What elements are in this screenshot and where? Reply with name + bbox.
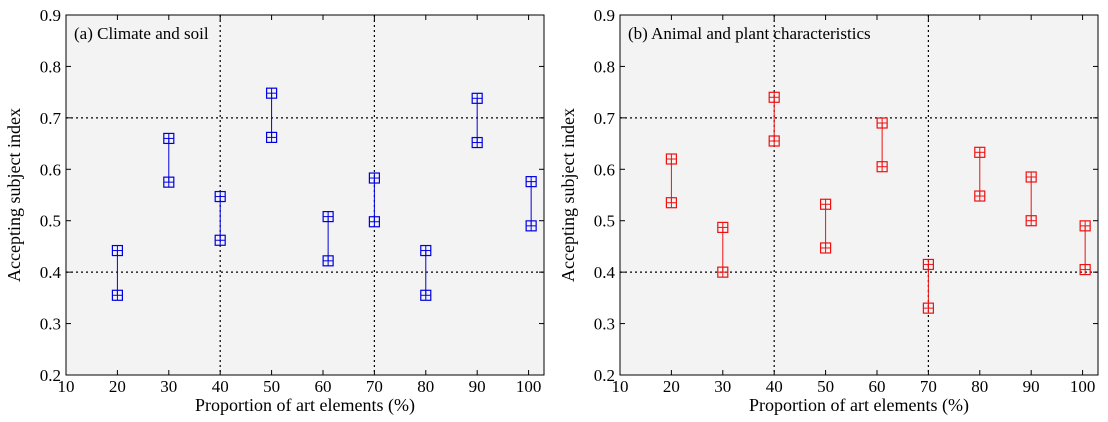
- x-axis-title: Proportion of art elements (%): [195, 395, 415, 416]
- x-tick-label: 90: [469, 377, 486, 396]
- x-tick-label: 80: [417, 377, 434, 396]
- x-tick-label: 100: [1070, 377, 1096, 396]
- plot-area: [620, 15, 1098, 375]
- plot-area: [66, 15, 544, 375]
- x-tick-label: 40: [766, 377, 783, 396]
- y-tick-label: 0.5: [594, 212, 615, 231]
- panel-climate-and-soil: 10 20 30 40 50 60 70 80 90 100 0.2 0.3 0.4 0.5 0.6 0.7 0…: [4, 6, 545, 416]
- x-tick-label: 60: [314, 377, 331, 396]
- x-tick-label: 70: [920, 377, 937, 396]
- y-tick-label: 0.2: [594, 366, 615, 385]
- x-tick-label: 60: [868, 377, 885, 396]
- y-tick-label: 0.4: [594, 263, 616, 282]
- panel-title: (a) Climate and soil: [74, 24, 209, 43]
- x-tick-label: 20: [109, 377, 126, 396]
- x-tick-label: 70: [366, 377, 383, 396]
- x-tick-label: 30: [714, 377, 731, 396]
- y-tick-label: 0.5: [40, 212, 61, 231]
- y-tick-label: 0.7: [594, 109, 616, 128]
- y-tick-label: 0.3: [594, 315, 615, 334]
- y-axis-title: Accepting subject index: [558, 108, 578, 282]
- x-tick-label: 50: [817, 377, 834, 396]
- x-tick-label: 10: [612, 377, 629, 396]
- y-tick-label: 0.7: [40, 109, 62, 128]
- y-tick-label: 0.8: [594, 57, 615, 76]
- y-tick-label: 0.6: [594, 160, 615, 179]
- y-tick-label: 0.6: [40, 160, 61, 179]
- x-tick-label: 20: [663, 377, 680, 396]
- y-tick-label: 0.2: [40, 366, 61, 385]
- axis-frame: [619, 14, 1099, 376]
- x-tick-label: 30: [160, 377, 177, 396]
- panel-title: (b) Animal and plant characteristics: [628, 24, 871, 43]
- x-tick-label: 40: [212, 377, 229, 396]
- y-tick-label: 0.3: [40, 315, 61, 334]
- x-tick-label: 80: [971, 377, 988, 396]
- y-axis-title: Accepting subject index: [4, 108, 24, 282]
- y-tick-label: 0.8: [40, 57, 61, 76]
- axis-frame: [65, 14, 545, 376]
- x-tick-label: 100: [516, 377, 542, 396]
- y-tick-label: 0.9: [40, 6, 61, 25]
- x-tick-label: 10: [58, 377, 75, 396]
- y-tick-label: 0.4: [40, 263, 62, 282]
- panel-animal-and-plant: 10 20 30 40 50 60 70 80 90 100 0.2 0.3 0.4 0.5 0.6 0.7 0…: [558, 6, 1099, 416]
- x-tick-label: 50: [263, 377, 280, 396]
- y-tick-label: 0.9: [594, 6, 615, 25]
- x-axis-title: Proportion of art elements (%): [749, 395, 969, 416]
- x-tick-label: 90: [1023, 377, 1040, 396]
